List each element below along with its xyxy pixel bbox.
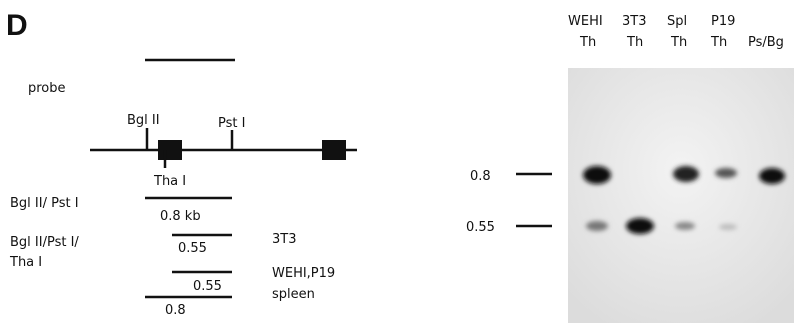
lane-label: P19: [711, 14, 735, 29]
exon: [322, 140, 346, 160]
figure-panel: D probe Bgl II Pst I Tha I Bgl II/ Pst I…: [0, 0, 794, 323]
fragment-size: 0.8 kb: [160, 209, 201, 224]
fragment-size: 0.55: [193, 279, 222, 294]
probe-label: probe: [28, 81, 66, 96]
band: [675, 222, 695, 230]
lane-label: Th: [710, 35, 727, 50]
marker-label: 0.55: [466, 220, 495, 235]
band: [673, 166, 699, 182]
lane-label: Th: [626, 35, 643, 50]
fragment-size: 0.55: [178, 241, 207, 256]
band: [715, 168, 737, 178]
lane-label: Spl: [667, 14, 687, 29]
fragment-source: 3T3: [272, 232, 296, 247]
band: [583, 166, 611, 184]
site-label: Pst I: [218, 116, 245, 131]
exon: [158, 140, 182, 160]
lane-label: Th: [670, 35, 687, 50]
band: [719, 224, 737, 230]
lane-label: Th: [579, 35, 596, 50]
fragment-source: spleen: [272, 287, 315, 302]
digest-label: Bgl II/Pst I/: [10, 235, 79, 250]
lane-label: Ps/Bg: [748, 35, 784, 50]
band: [626, 218, 654, 234]
gel: [568, 68, 794, 323]
lane-label: 3T3: [622, 14, 646, 29]
digest-label: Bgl II/ Pst I: [10, 196, 79, 211]
fragment-size: 0.8: [165, 303, 186, 318]
site-label: Bgl II: [127, 113, 160, 128]
band: [586, 221, 608, 231]
band: [759, 168, 785, 184]
digest-label: Tha I: [9, 255, 42, 270]
panel-label: D: [6, 9, 28, 42]
site-label: Tha I: [153, 174, 186, 189]
lane-label: WEHI: [568, 14, 603, 29]
fragment-source: WEHI,P19: [272, 266, 335, 281]
marker-label: 0.8: [470, 169, 491, 184]
